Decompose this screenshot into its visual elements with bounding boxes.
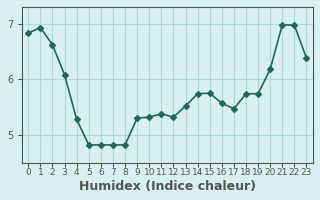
X-axis label: Humidex (Indice chaleur): Humidex (Indice chaleur) <box>79 180 256 193</box>
